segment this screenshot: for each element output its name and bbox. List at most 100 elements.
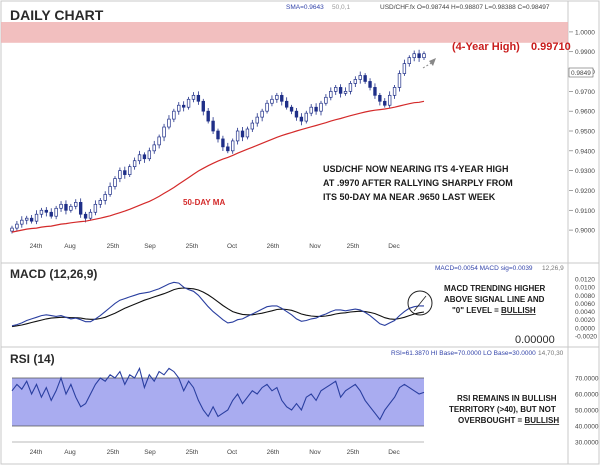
- candle-body: [368, 81, 372, 88]
- candle-body: [378, 94, 382, 102]
- x-axis-label: 25th: [186, 449, 199, 456]
- candle-body: [240, 130, 245, 138]
- macd-annotation-line-1: MACD TRENDING HIGHER: [444, 284, 546, 293]
- macd-line: [11, 281, 424, 327]
- candle-body: [186, 98, 191, 108]
- macd-annotation-line-3: "0" LEVEL = BULLISH: [452, 306, 536, 315]
- candle-body: [172, 110, 176, 120]
- candle-body: [167, 118, 171, 128]
- x-axis-label: Aug: [64, 243, 76, 250]
- candle-body: [417, 53, 421, 59]
- candle-body: [93, 203, 98, 213]
- candle-body: [250, 122, 255, 130]
- macd-y-ticks: 0.01200.01000.00800.00600.00400.00200.00…: [575, 277, 597, 341]
- candle-body: [54, 207, 58, 217]
- x-axis-label: 26th: [267, 243, 280, 250]
- rsi-y-tick-label: 50.0000: [575, 408, 599, 415]
- ma50-line: [11, 100, 425, 233]
- price-y-tick-label: 0.9500: [575, 129, 595, 136]
- price-y-tick-label: 0.9200: [575, 188, 595, 195]
- candle-body: [88, 211, 93, 219]
- candle-body: [363, 75, 367, 82]
- sma-params: 50,0,1: [332, 4, 350, 11]
- high-value: 0.99710: [531, 41, 571, 53]
- candle-body: [98, 200, 102, 205]
- candle-body: [422, 53, 426, 59]
- rsi-annotation-prefix: OVERBOUGHT =: [458, 416, 524, 425]
- candle-body: [392, 87, 397, 96]
- candle-body: [83, 213, 88, 219]
- rsi-title: RSI (14): [10, 352, 55, 366]
- rsi-annotation-line-3: OVERBOUGHT = BULLISH: [458, 416, 559, 425]
- candle-body: [211, 120, 215, 132]
- candle-body: [275, 94, 279, 100]
- x-axis-label: 25th: [107, 449, 120, 456]
- rsi-y-tick-label: 70.0000: [575, 376, 599, 383]
- current-price-box: [568, 67, 594, 78]
- macd-y-tick-label: 0.0020: [575, 317, 595, 324]
- candle-body: [348, 83, 353, 92]
- candle-body: [142, 154, 147, 160]
- candle-body: [20, 219, 24, 225]
- candle-body: [329, 91, 333, 98]
- price-y-ticks: 1.00000.99000.98000.97000.96000.95000.94…: [569, 29, 595, 235]
- x-axis-label: 25th: [347, 449, 360, 456]
- candle-body: [373, 87, 377, 96]
- four-year-high-zone: [1, 22, 568, 43]
- rsi-band: [12, 378, 424, 426]
- candle-body: [196, 94, 201, 102]
- candle-body: [39, 209, 44, 215]
- candle-body: [314, 106, 318, 112]
- candle-body: [162, 126, 166, 138]
- candle-body: [128, 166, 132, 175]
- candles: [10, 49, 426, 234]
- candle-body: [64, 203, 68, 211]
- x-axis-label: 25th: [347, 243, 360, 250]
- macd-params: 12,26,9: [542, 265, 564, 272]
- chart-title: DAILY CHART: [10, 7, 104, 23]
- macd-zero-label: 0.00000: [515, 334, 555, 346]
- candle-body: [152, 144, 156, 152]
- candle-body: [397, 73, 402, 88]
- macd-annotation-line-2: ABOVE SIGNAL LINE AND: [444, 295, 545, 304]
- x-axis-label: 24th: [30, 449, 43, 456]
- candle-body: [59, 203, 63, 209]
- x-axis-label: 24th: [30, 243, 43, 250]
- candle-body: [343, 91, 348, 94]
- candle-body: [25, 217, 29, 221]
- x-axis-label: Sep: [144, 243, 156, 250]
- price-y-tick-label: 0.9100: [575, 208, 595, 215]
- candle-body: [304, 112, 308, 122]
- candle-body: [137, 154, 142, 162]
- candle-body: [113, 178, 117, 187]
- rsi-params: 14,70,30: [538, 350, 564, 357]
- candle-body: [118, 170, 122, 179]
- price-annotation-line-2: AT .9970 AFTER RALLYING SHARPLY FROM: [323, 178, 513, 188]
- candle-body: [157, 136, 161, 146]
- candle-body: [181, 104, 186, 108]
- rsi-y-tick-label: 40.0000: [575, 424, 599, 431]
- candle-body: [255, 116, 259, 124]
- candle-body: [15, 223, 19, 229]
- candle-body: [412, 53, 416, 59]
- x-axis-label: 25th: [107, 243, 120, 250]
- macd-y-tick-label: 0.0000: [575, 325, 595, 332]
- candle-body: [201, 100, 205, 112]
- rsi-y-tick-label: 60.0000: [575, 392, 599, 399]
- candle-body: [69, 205, 73, 211]
- macd-highlight-slash: [413, 295, 427, 312]
- candle-body: [206, 110, 210, 122]
- macd-y-tick-label: -0.0020: [575, 333, 597, 340]
- candle-body: [383, 100, 387, 106]
- candle-body: [353, 79, 358, 84]
- x-axis-label: 26th: [267, 449, 280, 456]
- candle-body: [74, 201, 78, 207]
- current-price: 0.9849: [571, 70, 591, 77]
- x-axis-label: Aug: [64, 449, 76, 456]
- high-label: (4-Year High): [452, 41, 520, 53]
- x-axis-label: Nov: [309, 449, 321, 456]
- x-axis-label: Dec: [388, 243, 400, 250]
- candle-body: [123, 170, 127, 175]
- macd-y-tick-label: 0.0120: [575, 277, 595, 284]
- candle-body: [338, 87, 343, 94]
